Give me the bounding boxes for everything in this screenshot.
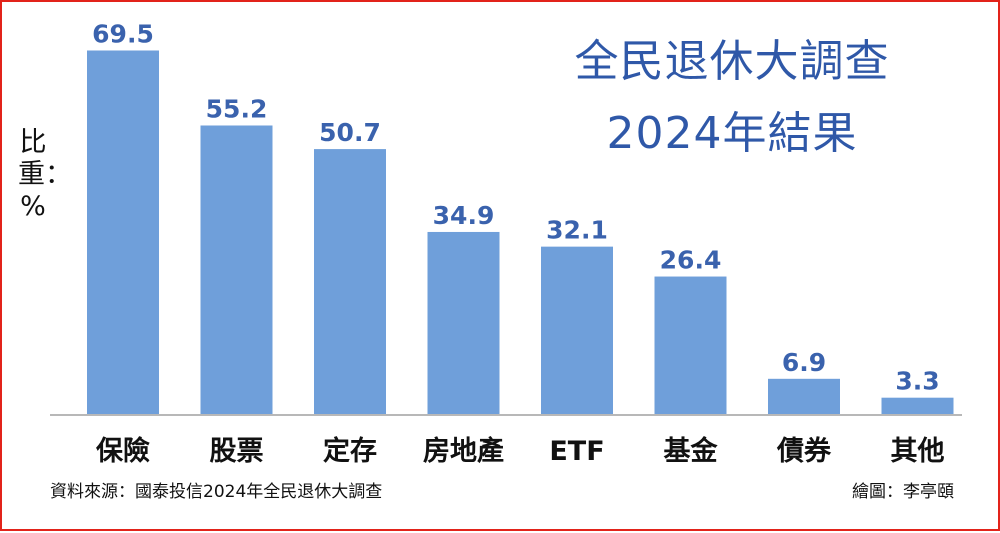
category-label-7: 債券 <box>776 435 832 467</box>
value-label-2: 55.2 <box>206 94 268 123</box>
value-labels-group: 69.5 55.2 50.7 34.9 32.1 26.4 6.9 3.3 <box>92 19 939 395</box>
bar-1 <box>87 50 159 416</box>
bar-7 <box>768 378 840 415</box>
value-label-5: 32.1 <box>546 216 608 245</box>
value-label-4: 34.9 <box>433 201 495 230</box>
chart-title: 全民退休大調查 <box>574 36 890 87</box>
category-labels-group: 保險 股票 定存 房地產 ETF 基金 債券 其他 <box>95 435 945 467</box>
chart-subtitle: 2024年結果 <box>606 108 858 159</box>
y-axis-label: 比重：% <box>18 127 72 222</box>
category-label-1: 保險 <box>95 435 150 467</box>
bars-group <box>87 50 954 416</box>
category-label-5: ETF <box>549 436 604 467</box>
source-note: 資料來源：國泰投信2024年全民退休大調查 <box>50 482 383 502</box>
category-label-6: 基金 <box>664 435 719 467</box>
value-label-7: 6.9 <box>782 348 826 377</box>
bar-8 <box>881 397 954 415</box>
category-label-2: 股票 <box>210 436 264 467</box>
bar-3 <box>314 149 386 415</box>
bar-4 <box>427 231 500 415</box>
category-label-8: 其他 <box>891 436 945 467</box>
value-label-1: 69.5 <box>92 19 154 48</box>
value-label-8: 3.3 <box>895 367 939 396</box>
value-label-6: 26.4 <box>660 246 722 275</box>
bar-6 <box>654 276 727 415</box>
bar-2 <box>200 125 273 416</box>
category-label-3: 定存 <box>323 435 377 467</box>
category-label-4: 房地產 <box>423 435 504 467</box>
graphic-credit: 繪圖：李亭頤 <box>852 482 954 502</box>
bar-5 <box>541 246 613 415</box>
value-label-3: 50.7 <box>319 118 381 147</box>
